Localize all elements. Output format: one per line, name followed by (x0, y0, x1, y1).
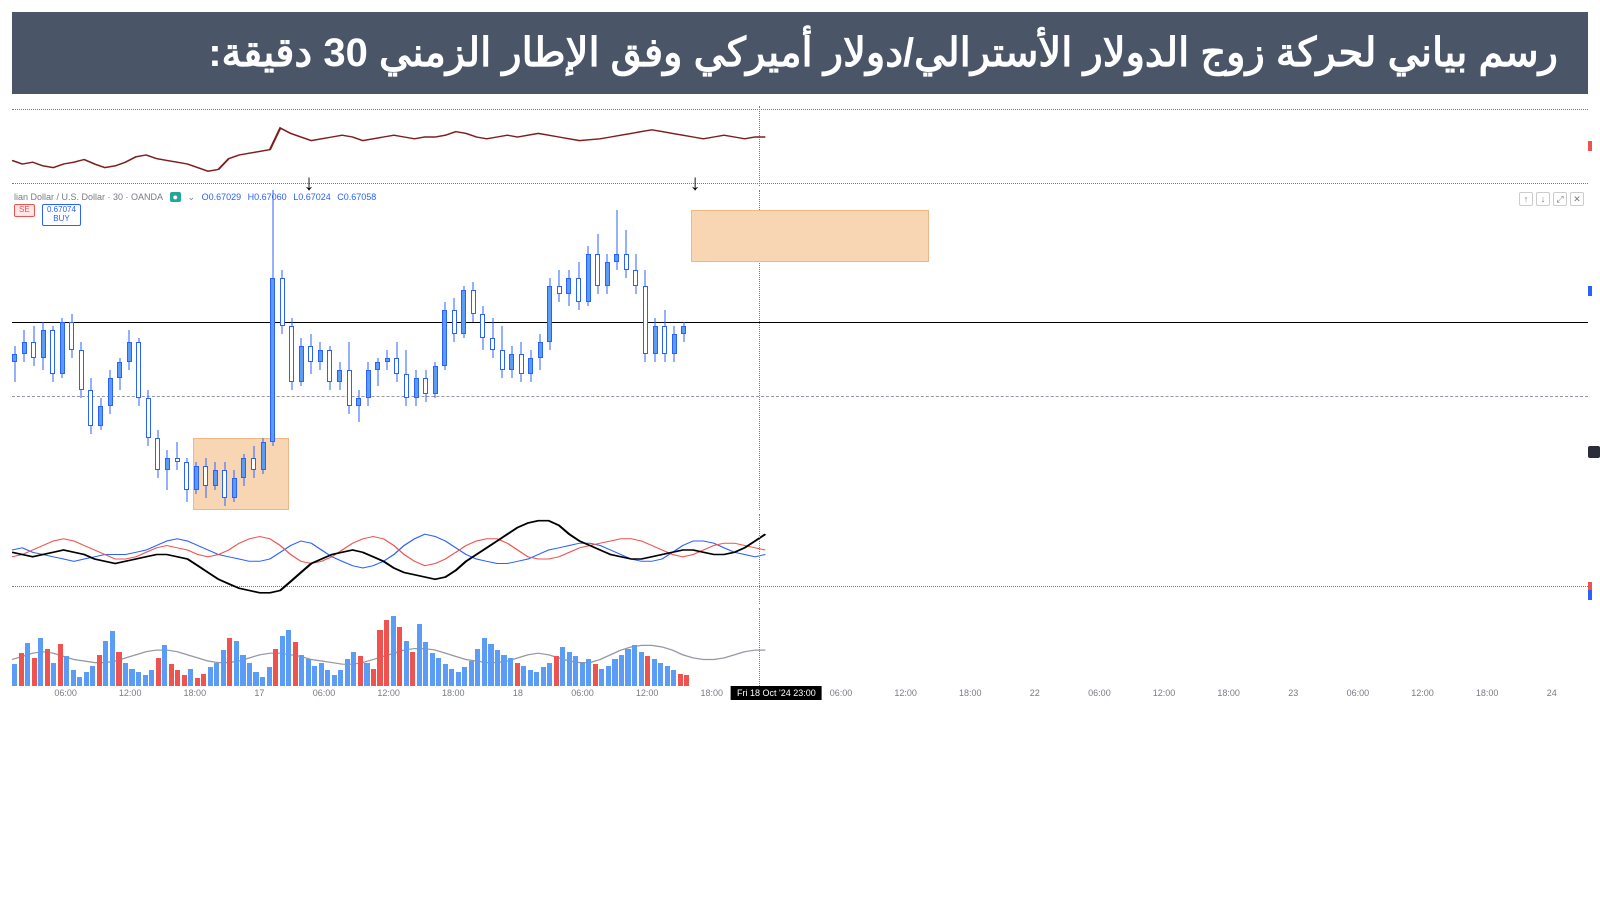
time-label: 18:00 (184, 688, 207, 698)
buy-button[interactable]: 0.67074 BUY (42, 204, 81, 226)
adx-panel (12, 514, 1588, 604)
price-panel[interactable]: lian Dollar / U.S. Dollar · 30 · OANDA ●… (12, 190, 1588, 510)
time-label: 12:00 (119, 688, 142, 698)
time-label: 18:00 (959, 688, 982, 698)
time-label: 06:00 (1088, 688, 1111, 698)
move-up-icon[interactable]: ↑ (1519, 192, 1533, 206)
panel-controls: ↑ ↓ ⤢ ✕ (1519, 192, 1584, 206)
time-label: 06:00 (830, 688, 853, 698)
ohlc-l: L0.67024 (293, 192, 331, 202)
volume-panel (12, 608, 1588, 686)
time-label: 18:00 (700, 688, 723, 698)
adx-side-marker-2 (1588, 590, 1592, 600)
move-down-icon[interactable]: ↓ (1536, 192, 1550, 206)
maximize-icon[interactable]: ⤢ (1553, 192, 1567, 206)
time-label: 12:00 (377, 688, 400, 698)
rsi-side-marker (1588, 141, 1592, 151)
time-label: 06:00 (313, 688, 336, 698)
time-label: 18:00 (442, 688, 465, 698)
price-side-marker (1588, 286, 1592, 296)
time-tooltip: Fri 18 Oct '24 23:00 (731, 686, 822, 700)
sell-button[interactable]: SE (14, 204, 35, 217)
crosshair-line (759, 608, 760, 686)
time-label: 18:00 (1476, 688, 1499, 698)
time-label: 06:00 (571, 688, 594, 698)
close-icon[interactable]: ✕ (1570, 192, 1584, 206)
time-label: 17 (254, 688, 264, 698)
ohlc-o: O0.67029 (202, 192, 242, 202)
page-title: رسم بياني لحركة زوج الدولار الأسترالي/دو… (12, 12, 1588, 94)
time-label: 23 (1288, 688, 1298, 698)
time-label: 12:00 (894, 688, 917, 698)
time-label: 12:00 (636, 688, 659, 698)
chart-header-info: lian Dollar / U.S. Dollar · 30 · OANDA ●… (14, 192, 380, 203)
time-label: 22 (1030, 688, 1040, 698)
ohlc-h: H0.67060 (248, 192, 287, 202)
time-label: 06:00 (1347, 688, 1370, 698)
ohlc-c: C0.67058 (337, 192, 376, 202)
live-badge: ● (170, 192, 181, 202)
time-label: 06:00 (54, 688, 77, 698)
upper-order-block[interactable] (691, 210, 929, 262)
rsi-line (12, 106, 1588, 186)
buy-label: BUY (47, 215, 76, 224)
rsi-panel (12, 106, 1588, 186)
adx-lines (12, 514, 1588, 604)
pair-label: lian Dollar / U.S. Dollar · 30 · OANDA (14, 192, 163, 202)
time-label: 12:00 (1411, 688, 1434, 698)
chart-container: lian Dollar / U.S. Dollar · 30 · OANDA ●… (12, 106, 1588, 706)
settings-icon[interactable] (1588, 446, 1600, 458)
time-label: 18:00 (1217, 688, 1240, 698)
time-label: 12:00 (1153, 688, 1176, 698)
crosshair-line (759, 514, 760, 604)
dropdown-icon[interactable]: ⌄ (188, 192, 196, 202)
time-axis: 06:00 12:00 18:00 17 06:00 12:00 18:00 18 06:00 1… (12, 686, 1588, 706)
time-label: 24 (1547, 688, 1557, 698)
dashed-level (12, 396, 1588, 397)
horizontal-line-0-6707[interactable] (12, 322, 1588, 323)
time-label: 18 (513, 688, 523, 698)
